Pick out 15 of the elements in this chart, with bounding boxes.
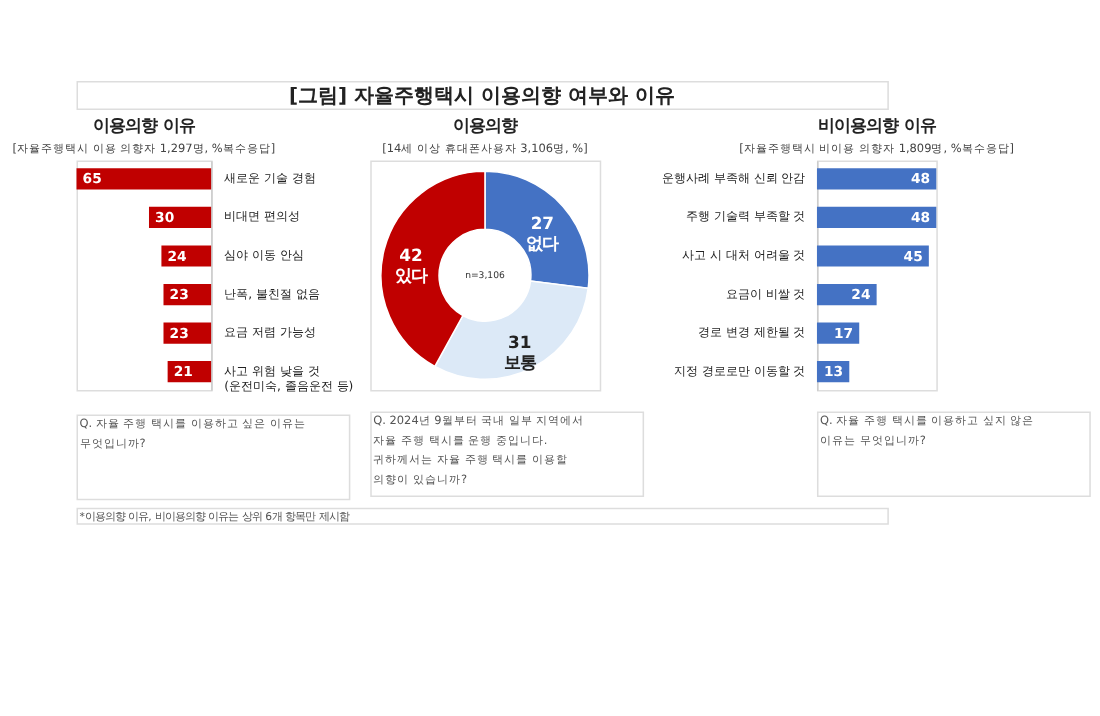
bar bbox=[816, 245, 929, 267]
chart-title: 이용의향 이유 bbox=[92, 114, 195, 135]
bar bbox=[816, 206, 937, 229]
data-label: 27 bbox=[530, 213, 555, 234]
chart-title: 비이용의향 이유 bbox=[817, 114, 936, 135]
bar bbox=[76, 168, 212, 190]
bar bbox=[161, 245, 212, 267]
slice-label: 보통 bbox=[503, 351, 536, 372]
bar bbox=[816, 168, 937, 190]
chart-title: 이용의향 bbox=[452, 114, 517, 135]
data-label: 42 bbox=[399, 244, 423, 265]
slice-label: 없다 bbox=[526, 233, 559, 254]
text: [그림] 자율주행택시 이용의향 여부와 이유 bbox=[288, 86, 675, 109]
slice-label: 있다 bbox=[394, 264, 427, 285]
data-label: 31 bbox=[508, 332, 532, 353]
